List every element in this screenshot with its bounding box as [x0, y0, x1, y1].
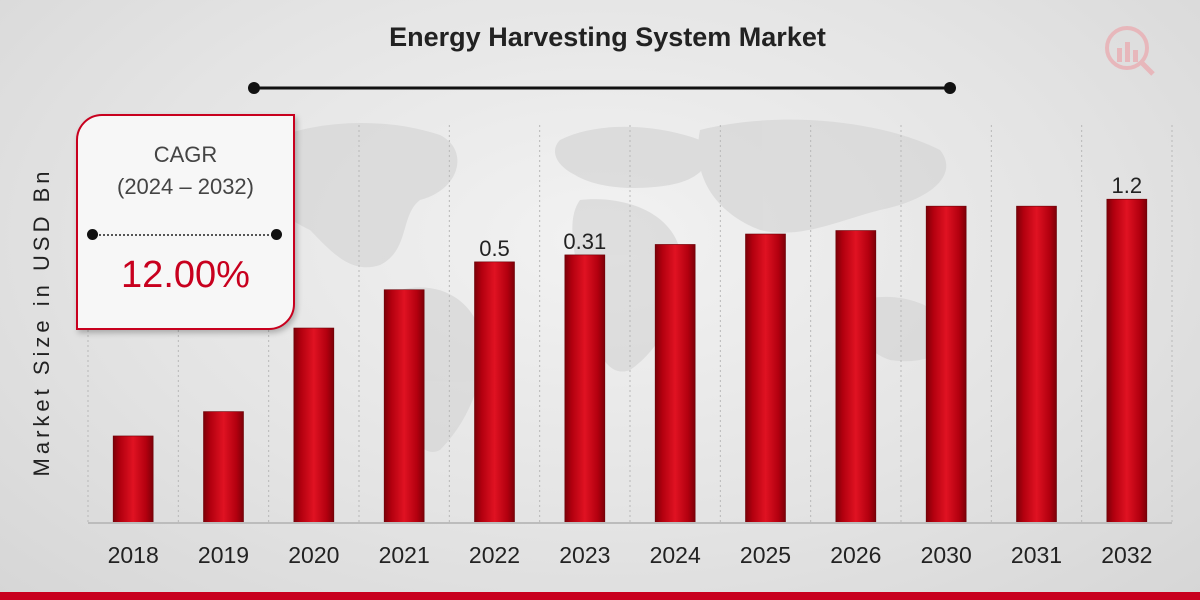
bar-2018 [112, 435, 154, 524]
bar-2023 [564, 254, 606, 524]
divider-dot-left [248, 82, 260, 94]
bar-2032 [1106, 198, 1148, 524]
x-tick-2024: 2024 [650, 542, 701, 568]
data-label-2032: 1.2 [1112, 173, 1143, 198]
x-tick-2022: 2022 [469, 542, 520, 568]
cagr-dot-right [271, 229, 282, 240]
bar-2020 [293, 327, 335, 524]
y-axis-label: Market Size in USD Bn [29, 167, 54, 477]
bar-2024 [654, 244, 696, 524]
x-tick-2023: 2023 [559, 542, 610, 568]
cagr-dot-left [87, 229, 98, 240]
bar-2031 [1016, 205, 1057, 524]
data-labels: 0.5 0.31 1.2 [479, 173, 1142, 261]
x-tick-2030: 2030 [921, 542, 972, 568]
x-tick-2025: 2025 [740, 542, 791, 568]
bar-2026 [835, 230, 877, 524]
x-tick-2020: 2020 [288, 542, 339, 568]
bar-2022 [474, 261, 515, 524]
bars [112, 198, 1148, 524]
bar-2025 [745, 233, 786, 524]
data-label-2023: 0.31 [563, 229, 606, 254]
bar-2021 [383, 289, 425, 524]
x-tick-2032: 2032 [1101, 542, 1152, 568]
cagr-callout: CAGR (2024 – 2032) 12.00% [76, 114, 295, 330]
cagr-divider [92, 234, 277, 236]
chart-title: Energy Harvesting System Market [389, 22, 826, 52]
title-divider [248, 82, 956, 94]
cagr-value: 12.00% [121, 254, 250, 296]
divider-dot-right [944, 82, 956, 94]
brand-logo-icon [1105, 26, 1155, 76]
data-label-2022: 0.5 [479, 236, 510, 261]
bar-2019 [203, 411, 244, 524]
x-tick-2031: 2031 [1011, 542, 1062, 568]
bar-2030 [925, 205, 967, 524]
x-tick-2026: 2026 [830, 542, 881, 568]
cagr-period: (2024 – 2032) [117, 174, 254, 199]
bottom-accent-bar [0, 592, 1200, 600]
x-tick-2019: 2019 [198, 542, 249, 568]
x-tick-2018: 2018 [108, 542, 159, 568]
x-tick-2021: 2021 [379, 542, 430, 568]
x-tick-labels: 2018 2019 2020 2021 2022 2023 2024 2025 2026 2030… [108, 542, 1153, 568]
cagr-label: CAGR [153, 142, 218, 167]
